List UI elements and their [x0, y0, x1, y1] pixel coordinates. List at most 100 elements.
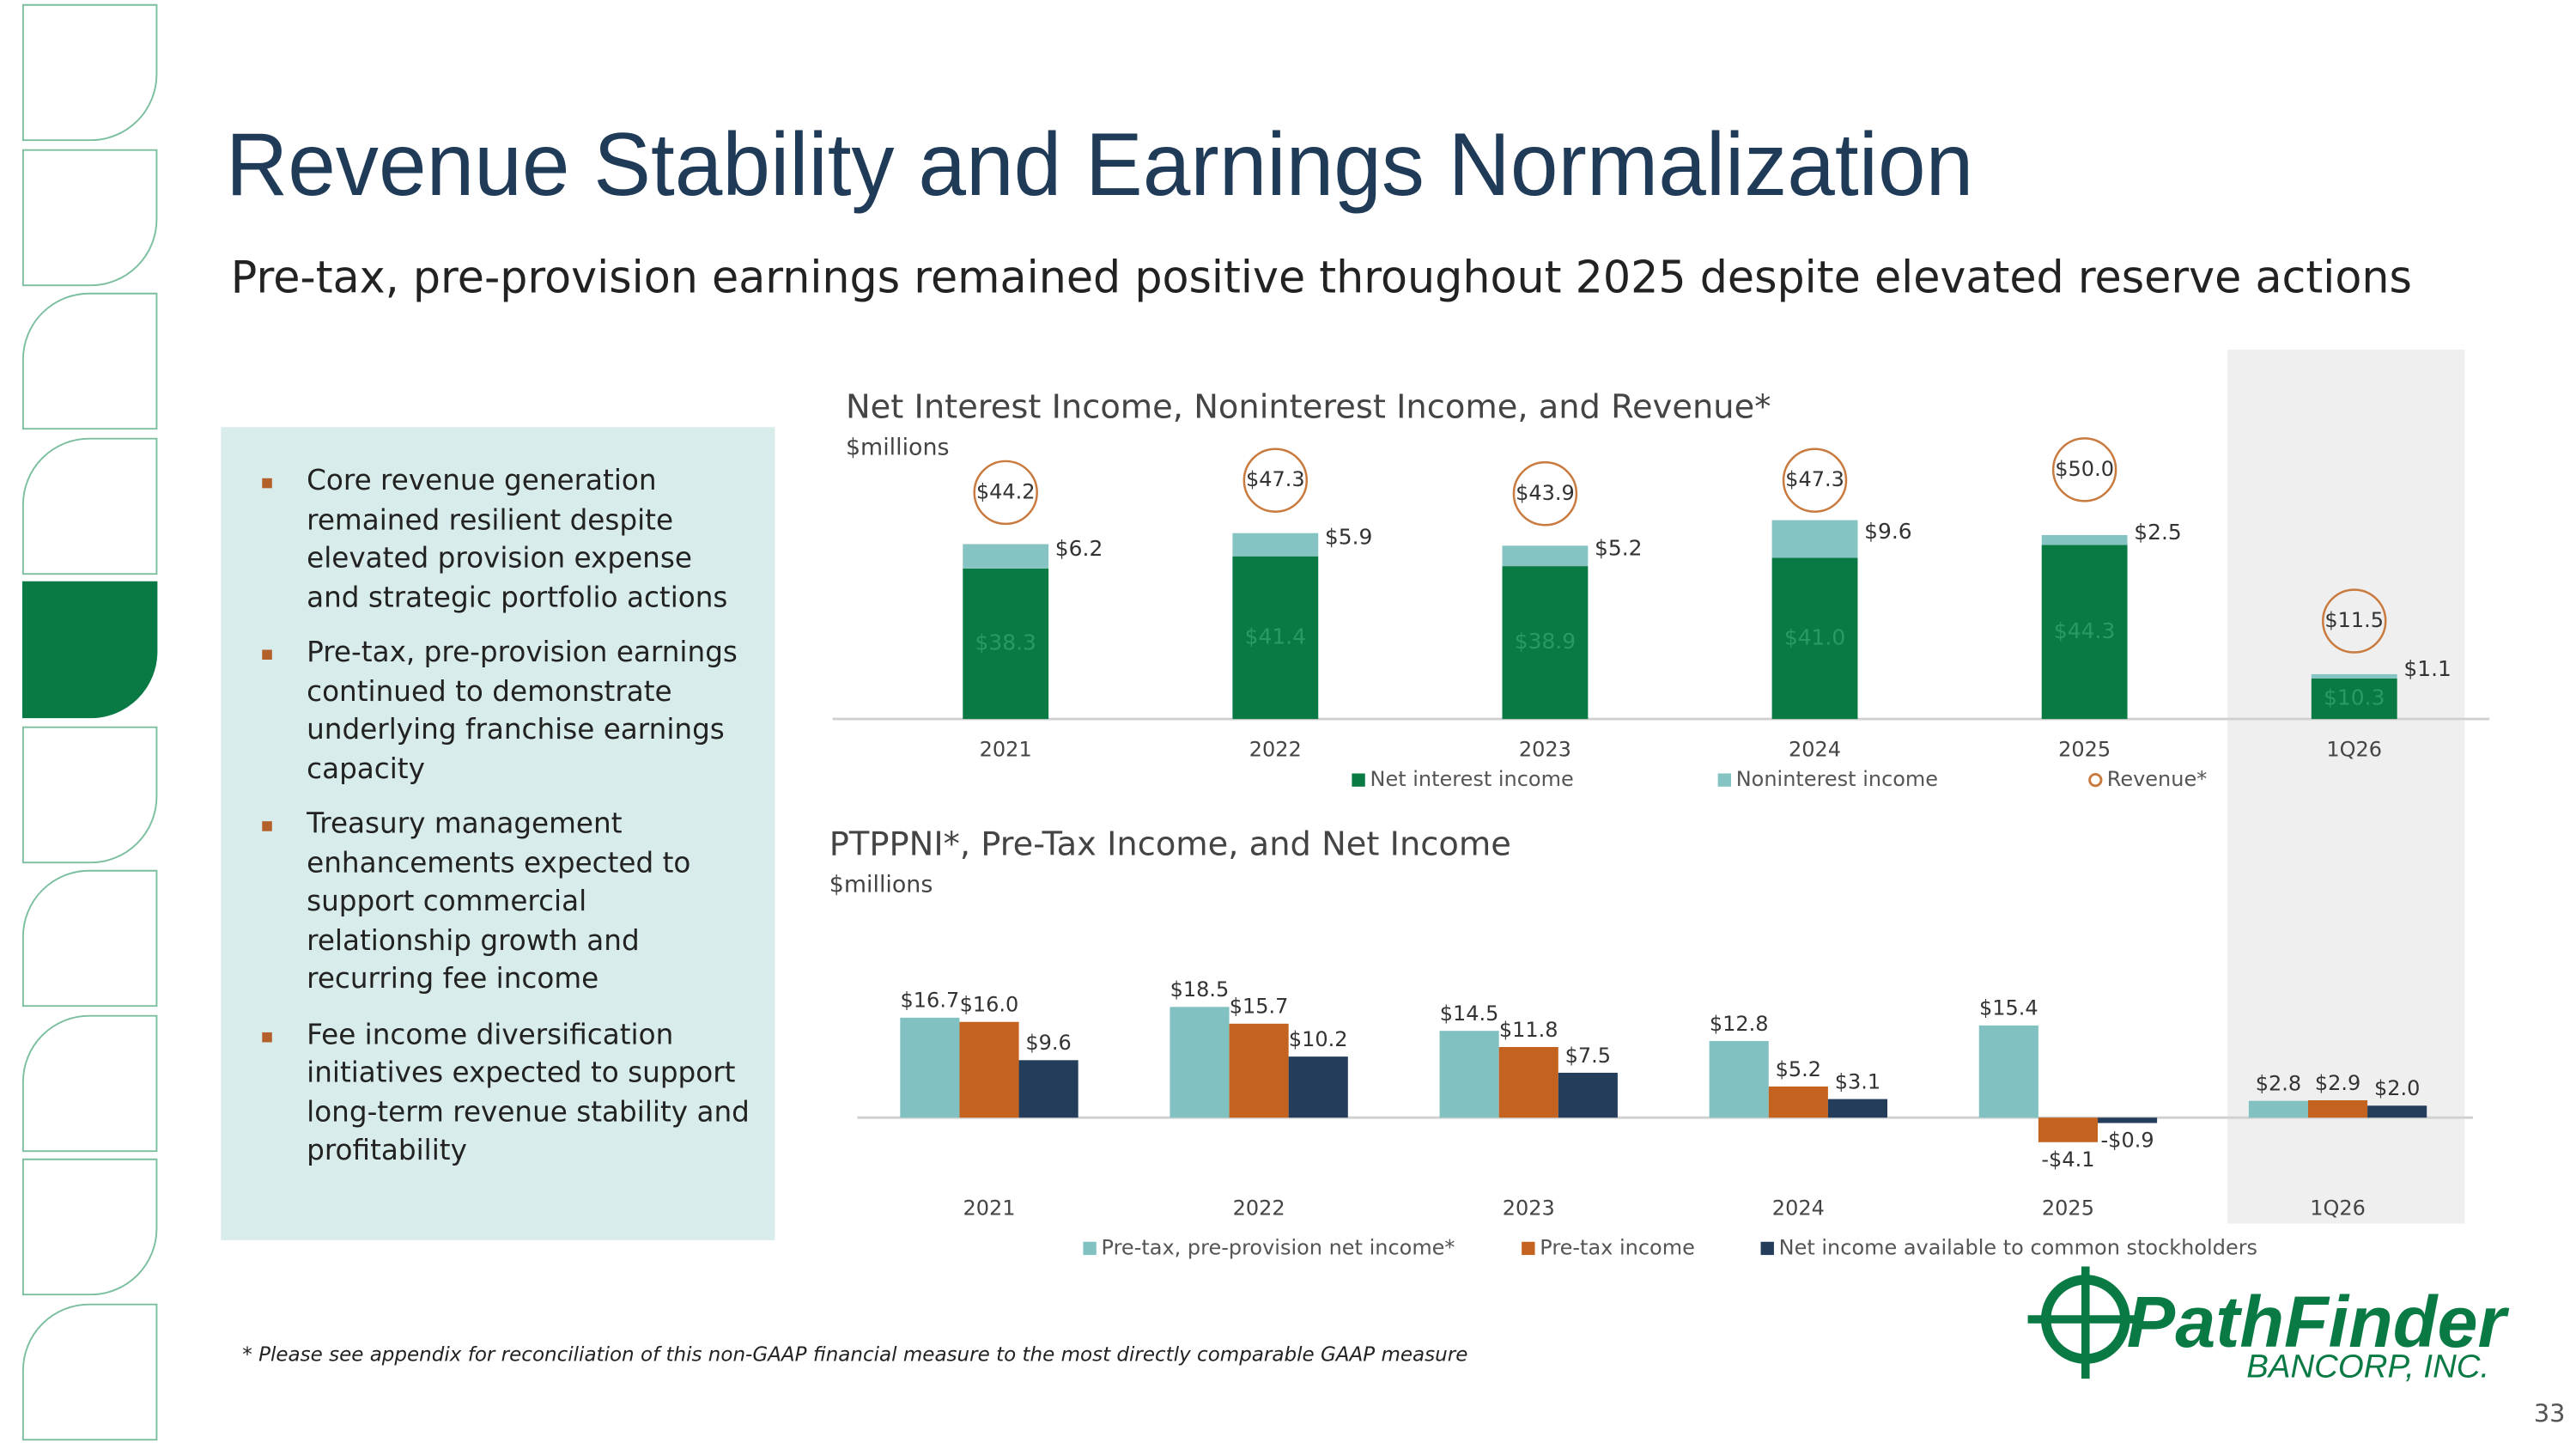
bar	[1229, 1023, 1289, 1118]
bar	[1978, 1025, 2038, 1118]
total-label: $11.5	[2324, 608, 2384, 632]
data-label: $14.5	[1440, 1002, 1499, 1026]
chart-unit: $millions	[846, 435, 950, 461]
x-tick-label: 1Q26	[2310, 1196, 2366, 1220]
x-tick-label: 2025	[2058, 738, 2111, 762]
total-label: $44.2	[976, 479, 1036, 503]
logo-tagline: BANCORP, INC.	[2246, 1349, 2489, 1385]
chart-title: Net Interest Income, Noninterest Income,…	[846, 388, 1771, 427]
data-label: $1.1	[2403, 656, 2451, 681]
legend-swatch	[2088, 772, 2103, 788]
bar	[2038, 1117, 2099, 1142]
bar-segment	[1232, 533, 1319, 557]
bar-segment	[1502, 545, 1589, 567]
data-label: $5.9	[1325, 524, 1373, 549]
deco-shape	[21, 1303, 158, 1441]
total-marker	[2051, 437, 2117, 502]
logo-mark	[2027, 1266, 2143, 1379]
data-label: $9.6	[1025, 1031, 1071, 1055]
data-label: $2.5	[2134, 520, 2182, 545]
data-label: $12.8	[1710, 1012, 1769, 1036]
deco-shape	[21, 437, 158, 575]
data-label: $6.2	[1055, 536, 1103, 561]
bar	[1827, 1099, 1888, 1118]
legend-swatch	[1522, 1241, 1535, 1256]
bar	[900, 1017, 960, 1118]
total-marker	[1512, 461, 1578, 527]
legend-label: Pre-tax income	[1540, 1235, 1695, 1259]
total-marker	[973, 460, 1038, 526]
data-label: $38.9	[1515, 629, 1576, 654]
x-tick-label: 2024	[1772, 1196, 1825, 1220]
x-tick-label: 2022	[1233, 1196, 1285, 1220]
data-label: $3.1	[1835, 1069, 1880, 1093]
data-label: $7.5	[1565, 1044, 1611, 1068]
legend-swatch	[1352, 773, 1365, 787]
data-label: $2.0	[2374, 1076, 2420, 1100]
deco-shape	[21, 726, 158, 864]
chart-title: PTPPNI*, Pre-Tax Income, and Net Income	[829, 825, 1511, 863]
bar	[1288, 1056, 1348, 1118]
data-label: $38.3	[975, 630, 1036, 654]
bar-segment	[2041, 534, 2128, 545]
bar-segment	[963, 544, 1049, 569]
total-marker	[1242, 447, 1309, 513]
bar-segment	[1502, 566, 1589, 720]
slide-title: Revenue Stability and Earnings Normaliza…	[226, 114, 1973, 214]
bar-segment	[1232, 556, 1319, 720]
deco-shape	[21, 869, 158, 1008]
legend-swatch	[1717, 773, 1731, 787]
data-label: $41.4	[1245, 624, 1306, 648]
bar-segment	[1771, 557, 1858, 720]
data-label: $41.0	[1784, 624, 1845, 649]
data-label: $15.7	[1230, 995, 1289, 1019]
legend-label: Net income available to common stockhold…	[1779, 1235, 2257, 1259]
total-label: $47.3	[1246, 467, 1305, 491]
x-tick-label: 2021	[980, 738, 1032, 762]
bar	[1018, 1060, 1078, 1118]
deco-shape	[21, 1158, 158, 1296]
bar	[1439, 1031, 1499, 1118]
deco-shape	[21, 292, 158, 430]
bar-segment	[963, 568, 1049, 720]
bar	[2098, 1117, 2158, 1123]
data-label: -$4.1	[2041, 1148, 2094, 1172]
bar	[959, 1021, 1019, 1118]
legend-swatch	[1760, 1241, 1774, 1256]
legend-swatch	[1083, 1241, 1097, 1256]
data-label: $11.8	[1499, 1018, 1558, 1042]
data-label: $16.0	[960, 993, 1019, 1017]
footnote: * Please see appendix for reconciliation…	[242, 1344, 1467, 1367]
data-label: $5.2	[1595, 536, 1643, 561]
bar	[2248, 1100, 2308, 1118]
deco-shape	[21, 3, 158, 142]
legend-label: Noninterest income	[1736, 767, 1938, 791]
x-tick-label: 1Q26	[2326, 738, 2382, 762]
deco-shape	[21, 581, 158, 719]
data-label: $18.5	[1170, 977, 1230, 1002]
data-label: $10.2	[1289, 1027, 1348, 1051]
bar	[1709, 1041, 1769, 1118]
bar-segment	[2311, 673, 2397, 679]
legend-label: Pre-tax, pre-provision net income*	[1102, 1235, 1455, 1259]
chart-unit: $millions	[829, 872, 933, 898]
bar	[1558, 1072, 1618, 1118]
bar	[1498, 1046, 1558, 1118]
slide-subtitle: Pre-tax, pre-provision earnings remained…	[231, 252, 2412, 303]
x-tick-label: 2023	[1503, 1196, 1555, 1220]
bullet: Core revenue generation remained resilie…	[262, 464, 751, 618]
bullet: Treasury management enhancements expecte…	[262, 807, 751, 1001]
total-label: $50.0	[2055, 457, 2114, 481]
data-label: $44.3	[2054, 618, 2115, 643]
bullet-box: Core revenue generation remained resilie…	[221, 427, 775, 1240]
total-label: $43.9	[1516, 481, 1575, 505]
legend-label: Revenue*	[2107, 767, 2207, 791]
data-label: $16.7	[901, 989, 960, 1013]
deco-shape	[21, 149, 158, 287]
deco-shape	[21, 1014, 158, 1153]
bullet-list: Core revenue generation remained resilie…	[262, 464, 751, 1172]
logo: PathFinder BANCORP, INC.	[2027, 1266, 2510, 1385]
data-label: $2.9	[2315, 1071, 2360, 1095]
